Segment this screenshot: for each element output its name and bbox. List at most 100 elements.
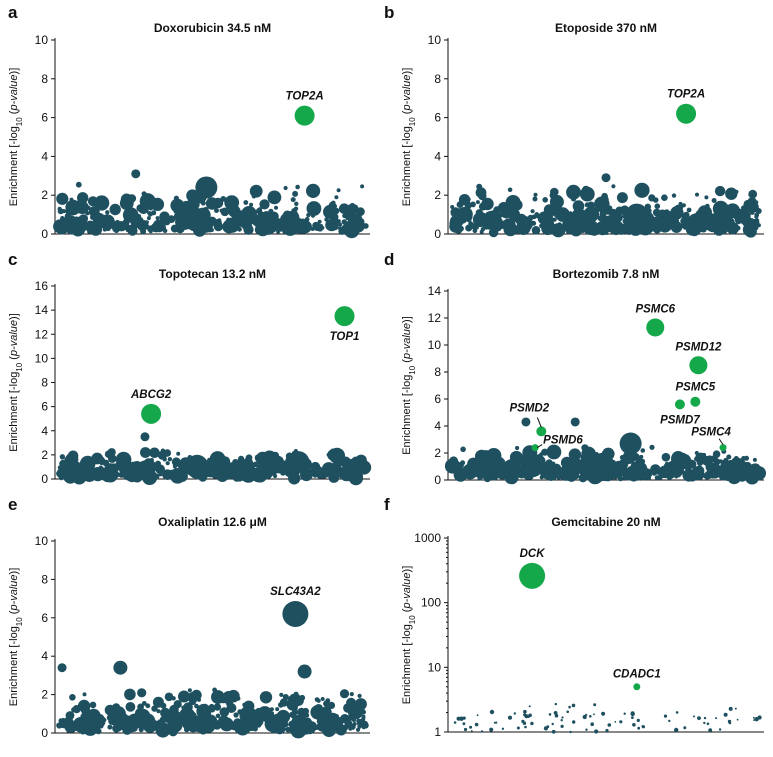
background-point [236,458,245,467]
gene-point-psmc5 [690,396,701,407]
background-point [341,219,347,225]
outlier-point [140,432,150,442]
background-point [488,224,494,230]
background-point [636,466,642,471]
background-point [741,456,747,461]
gene-label: PSMC5 [676,382,716,394]
background-point [616,192,628,204]
background-point [455,468,467,480]
background-point [658,473,664,479]
background-point [605,728,609,733]
background-point [245,471,253,478]
panel-letter-e: e [8,495,17,514]
background-point [113,221,119,227]
y-tick-label: 4 [434,419,441,433]
background-point [582,714,587,720]
background-point [253,466,267,480]
background-point [222,691,236,704]
background-point [752,457,757,462]
y-tick-label: 8 [41,572,48,586]
background-point [584,202,590,208]
background-point [712,473,719,479]
background-point [521,719,525,724]
background-point [163,213,168,218]
background-point [473,459,483,469]
background-point [306,183,321,198]
background-point [208,703,215,710]
background-point [213,222,223,232]
background-point [695,192,699,197]
panel-title: Etoposide 370 nM [555,21,657,35]
background-point [218,719,223,724]
background-point [652,224,662,234]
background-point [574,473,580,479]
background-point [166,218,172,224]
gene-point-psmd12 [689,356,708,375]
background-point [734,216,742,224]
background-point [757,715,762,720]
outlier-point [131,169,141,179]
gene-label: PSMC4 [691,427,731,439]
background-point [82,215,88,221]
background-point [323,700,330,707]
background-point [531,220,537,226]
background-point [105,210,110,215]
background-point [181,708,187,714]
y-tick-label: 2 [41,448,48,462]
background-point [542,197,548,203]
background-point [632,723,636,727]
background-point [634,182,650,198]
background-point [674,223,679,228]
background-point [532,196,538,202]
background-point [290,471,296,476]
background-point [127,466,133,472]
background-point [573,460,578,465]
background-point [335,724,347,736]
background-point [550,476,555,481]
background-point [726,454,732,460]
background-point [156,709,161,714]
background-point [698,224,704,230]
background-point [345,458,361,474]
background-point [654,469,660,474]
background-points [449,182,762,238]
background-point [124,459,130,465]
background-point [475,200,480,205]
background-point [295,184,300,190]
background-point [675,711,679,714]
background-point [675,204,681,210]
background-point [217,471,223,477]
background-point [285,726,291,733]
background-point [102,227,108,232]
background-point [99,460,104,466]
background-point [703,716,707,720]
y-tick-label: 6 [41,111,48,125]
background-point [505,195,521,211]
callout-line [718,438,724,445]
background-point [173,209,178,214]
panel-title: Oxaliplatin 12.6 μM [158,515,267,529]
background-point [691,214,696,219]
background-point [547,449,553,456]
background-point [580,228,586,233]
panel-letter-b: b [384,3,394,22]
background-point [345,207,356,218]
background-point [708,728,713,732]
background-point [230,469,239,478]
background-point [736,718,739,721]
background-point [641,725,646,729]
background-point [169,704,179,715]
background-point [190,711,196,716]
background-point [518,465,523,470]
background-point [686,207,692,213]
y-tick-label: 6 [41,611,48,625]
background-point [551,223,566,238]
background-point [325,724,332,731]
outlier-point [186,454,209,477]
background-point [58,475,65,481]
background-point [594,729,599,734]
background-point [221,467,235,480]
background-point [268,717,274,723]
background-point [590,722,594,726]
background-point [687,230,693,236]
